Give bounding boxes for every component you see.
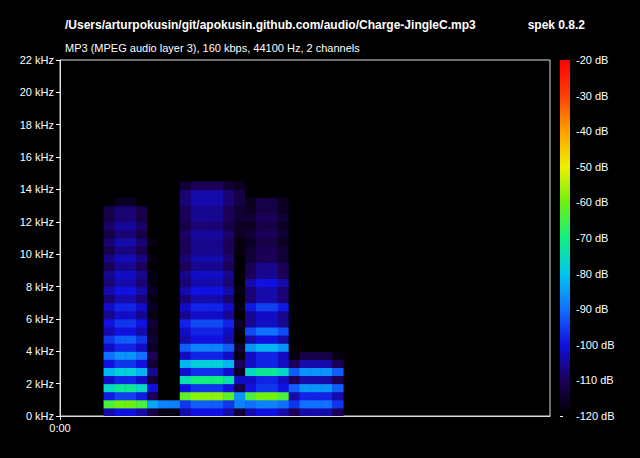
svg-text:12 kHz: 12 kHz [20, 216, 54, 228]
svg-text:8 kHz: 8 kHz [26, 281, 54, 293]
svg-text:0 kHz: 0 kHz [26, 410, 54, 422]
svg-text:MP3 (MPEG audio layer 3), 160: MP3 (MPEG audio layer 3), 160 kbps, 4410… [65, 42, 360, 54]
svg-text:4 kHz: 4 kHz [26, 345, 54, 357]
svg-text:-50 dB: -50 dB [576, 161, 608, 173]
svg-text:16 kHz: 16 kHz [20, 151, 54, 163]
svg-text:0:00: 0:00 [49, 422, 70, 434]
svg-text:6 kHz: 6 kHz [26, 313, 54, 325]
svg-text:-110 dB: -110 dB [576, 374, 614, 386]
svg-text:14 kHz: 14 kHz [20, 183, 54, 195]
svg-text:-40 dB: -40 dB [576, 125, 608, 137]
svg-text:18 kHz: 18 kHz [20, 119, 54, 131]
svg-text:10 kHz: 10 kHz [20, 248, 54, 260]
svg-text:22 kHz: 22 kHz [20, 54, 54, 66]
svg-text:spek 0.8.2: spek 0.8.2 [528, 18, 586, 32]
svg-text:-90 dB: -90 dB [576, 303, 608, 315]
svg-text:-80 dB: -80 dB [576, 268, 608, 280]
svg-text:-100 dB: -100 dB [576, 339, 615, 351]
svg-text:-70 dB: -70 dB [576, 232, 608, 244]
svg-text:/Users/arturpokusin/git/apokus: /Users/arturpokusin/git/apokusin.github.… [65, 18, 476, 32]
svg-text:-20 dB: -20 dB [576, 54, 608, 66]
svg-text:-120 dB: -120 dB [576, 410, 615, 422]
svg-text:-30 dB: -30 dB [576, 90, 608, 102]
svg-text:-60 dB: -60 dB [576, 196, 608, 208]
svg-text:2 kHz: 2 kHz [26, 378, 54, 390]
svg-text:20 kHz: 20 kHz [20, 86, 54, 98]
